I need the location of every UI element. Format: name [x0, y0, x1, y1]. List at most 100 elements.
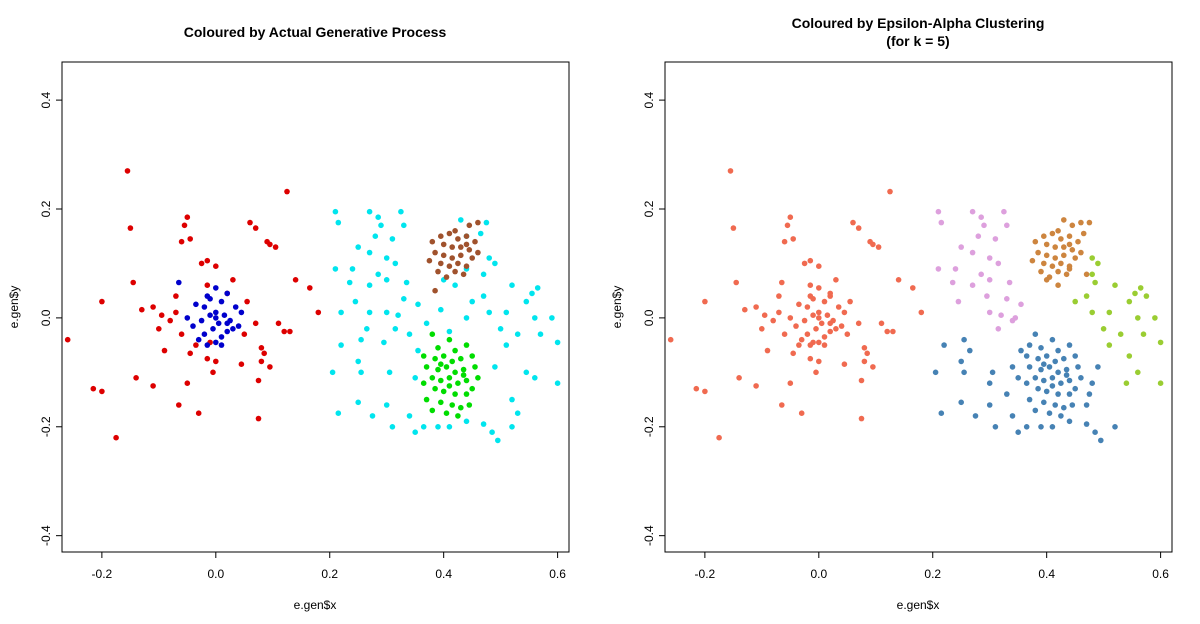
- data-point: [833, 277, 839, 283]
- data-point: [532, 375, 538, 381]
- data-point: [1055, 391, 1061, 397]
- data-point: [759, 326, 765, 332]
- data-point: [813, 326, 819, 332]
- data-point: [124, 168, 131, 174]
- data-point: [787, 315, 794, 321]
- data-point: [969, 208, 976, 215]
- data-point: [429, 331, 436, 338]
- y-tick-label: 0.4: [642, 91, 656, 108]
- data-point: [992, 424, 999, 430]
- data-point: [173, 309, 179, 316]
- data-point: [369, 413, 376, 419]
- data-point: [406, 413, 413, 419]
- data-point: [1018, 301, 1024, 308]
- data-point: [1083, 421, 1090, 427]
- data-point: [844, 331, 851, 338]
- data-point: [432, 385, 438, 392]
- data-point: [452, 282, 458, 289]
- data-point: [969, 249, 976, 256]
- data-point: [252, 320, 259, 327]
- data-point: [204, 282, 211, 289]
- data-point: [941, 342, 947, 348]
- data-point: [961, 369, 967, 376]
- data-point: [438, 260, 444, 267]
- data-point: [127, 225, 134, 231]
- data-point: [460, 271, 467, 278]
- data-point: [855, 225, 862, 231]
- data-point: [509, 396, 515, 403]
- y-tick-label: 0.0: [642, 309, 656, 326]
- data-point: [1083, 271, 1090, 278]
- data-point: [449, 244, 456, 250]
- data-point: [458, 355, 464, 362]
- data-point: [218, 298, 225, 305]
- data-point: [497, 326, 504, 332]
- data-point: [1075, 238, 1081, 245]
- data-point: [1092, 279, 1098, 286]
- data-point: [1092, 429, 1098, 436]
- data-point: [213, 315, 219, 321]
- data-point: [1055, 228, 1061, 234]
- data-point: [426, 257, 433, 264]
- data-point: [158, 312, 165, 319]
- data-point: [1035, 249, 1041, 256]
- data-point: [1072, 385, 1078, 392]
- data-point: [890, 328, 896, 335]
- data-point: [486, 255, 493, 261]
- y-axis-label: e.gen$y: [7, 286, 21, 329]
- data-point: [1061, 217, 1067, 223]
- data-point: [1043, 252, 1050, 259]
- data-point: [452, 391, 458, 397]
- data-point: [1001, 208, 1007, 215]
- data-point: [475, 219, 481, 226]
- data-point: [796, 342, 802, 348]
- data-point: [1066, 241, 1073, 248]
- data-point: [230, 277, 236, 283]
- data-point: [452, 347, 458, 354]
- data-point: [529, 290, 535, 297]
- data-point: [161, 347, 168, 354]
- data-point: [1041, 377, 1047, 384]
- data-point: [986, 255, 993, 261]
- data-point: [267, 241, 273, 248]
- data-point: [201, 331, 208, 338]
- data-point: [455, 413, 461, 419]
- data-point: [267, 364, 273, 370]
- data-point: [790, 236, 796, 242]
- data-point: [204, 355, 211, 362]
- data-point: [332, 266, 339, 272]
- data-point: [355, 244, 362, 250]
- data-point: [793, 323, 799, 329]
- data-point: [801, 260, 808, 267]
- data-point: [838, 323, 845, 329]
- data-point: [1023, 424, 1030, 430]
- data-point: [1038, 424, 1044, 430]
- data-point: [1035, 355, 1041, 362]
- chart-subtitle: (for k = 5): [886, 33, 949, 49]
- data-point: [858, 377, 865, 384]
- data-point: [469, 298, 476, 305]
- data-point: [807, 355, 814, 362]
- data-point: [435, 345, 441, 351]
- data-point: [446, 383, 453, 389]
- data-point: [472, 238, 478, 245]
- data-point: [463, 342, 470, 348]
- data-point: [861, 358, 868, 365]
- data-point: [978, 271, 984, 278]
- data-point: [986, 309, 993, 316]
- data-point: [483, 219, 490, 226]
- data-point: [346, 279, 353, 286]
- data-point: [1049, 230, 1056, 237]
- data-point: [178, 238, 185, 245]
- data-point: [195, 336, 202, 343]
- data-point: [1049, 336, 1056, 343]
- data-point: [810, 296, 816, 302]
- data-point: [244, 298, 250, 305]
- data-point: [477, 230, 484, 237]
- data-point: [412, 375, 419, 381]
- data-point: [207, 312, 213, 319]
- data-point: [1069, 402, 1076, 408]
- data-point: [184, 315, 191, 321]
- data-point: [733, 279, 739, 286]
